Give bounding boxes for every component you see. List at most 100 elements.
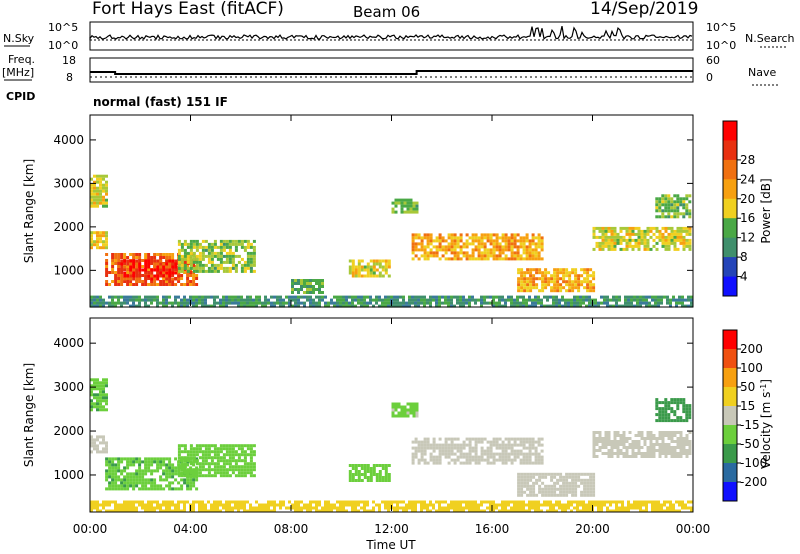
- heatmap-cell: [201, 248, 205, 252]
- heatmap-cell: [192, 506, 195, 510]
- heatmap-cell: [177, 248, 181, 252]
- heatmap-cell: [189, 471, 193, 475]
- heatmap-cell: [531, 298, 534, 302]
- heatmap-cell: [420, 503, 423, 507]
- heatmap-cell: [690, 500, 693, 504]
- heatmap-cell: [676, 194, 680, 198]
- heatmap-cell: [459, 295, 462, 299]
- heatmap-cell: [643, 229, 647, 233]
- heatmap-cell: [111, 472, 115, 476]
- heatmap-cell: [204, 459, 208, 463]
- heatmap-cell: [228, 295, 231, 299]
- heatmap-cell: [522, 452, 526, 456]
- heatmap-cell: [393, 304, 396, 308]
- heatmap-cell: [363, 500, 366, 504]
- heatmap-cell: [529, 484, 533, 488]
- heatmap-cell: [565, 475, 569, 479]
- heatmap-cell: [510, 461, 514, 465]
- heatmap-cell: [519, 443, 523, 447]
- heatmap-cell: [234, 245, 238, 249]
- heatmap-cell: [522, 461, 526, 465]
- heatmap-cell: [507, 245, 511, 249]
- heatmap-cell: [411, 239, 415, 243]
- heatmap-cell: [667, 215, 671, 219]
- heatmap-cell: [366, 476, 370, 479]
- heatmap-cell: [147, 271, 151, 274]
- heatmap-cell: [489, 301, 492, 305]
- heatmap-cell: [495, 437, 499, 441]
- nave-label: Nave: [748, 66, 776, 79]
- heatmap-cell: [96, 295, 99, 299]
- heatmap-cell: [459, 509, 462, 513]
- heatmap-cell: [574, 286, 578, 290]
- heatmap-cell: [231, 453, 235, 457]
- heatmap-cell: [174, 259, 178, 263]
- heatmap-cell: [114, 277, 118, 280]
- heatmap-cell: [546, 503, 549, 507]
- heatmap-cell: [93, 298, 96, 302]
- heatmap-cell: [483, 500, 486, 504]
- heatmap-cell: [510, 257, 514, 261]
- heatmap-cell: [616, 434, 620, 437]
- heatmap-cell: [96, 304, 99, 308]
- heatmap-cell: [237, 456, 241, 460]
- heatmap-cell: [231, 500, 234, 504]
- heatmap-cell: [261, 503, 264, 507]
- heatmap-cell: [177, 474, 181, 478]
- heatmap-cell: [234, 459, 238, 463]
- heatmap-cell: [679, 200, 683, 204]
- heatmap-cell: [625, 455, 629, 458]
- heatmap-cell: [543, 503, 546, 507]
- heatmap-cell: [246, 304, 249, 308]
- heatmap-cell: [351, 479, 355, 482]
- heatmap-cell: [507, 458, 511, 462]
- heatmap-cell: [462, 245, 466, 249]
- heatmap-cell: [661, 419, 665, 423]
- heatmap-cell: [219, 245, 223, 249]
- heatmap-cell: [690, 298, 693, 302]
- heatmap-cell: [526, 472, 530, 476]
- heatmap-cell: [114, 478, 118, 482]
- heatmap-cell: [565, 274, 569, 278]
- heatmap-cell: [492, 443, 496, 447]
- heatmap-cell: [651, 503, 654, 507]
- heatmap-cell: [651, 500, 654, 504]
- heatmap-cell: [483, 458, 487, 462]
- heatmap-cell: [559, 283, 563, 287]
- heatmap-cell: [102, 435, 105, 439]
- heatmap-cell: [447, 295, 450, 299]
- heatmap-cell: [553, 475, 557, 479]
- heatmap-cell: [93, 186, 96, 190]
- heatmap-cell: [171, 472, 175, 476]
- heatmap-cell: [249, 295, 252, 299]
- heatmap-cell: [501, 458, 505, 462]
- heatmap-cell: [531, 437, 535, 441]
- heatmap-cell: [547, 484, 551, 488]
- heatmap-cell: [372, 509, 375, 513]
- heatmap-cell: [111, 484, 115, 488]
- heatmap-cell: [604, 440, 608, 443]
- heatmap-cell: [114, 262, 118, 265]
- heatmap-cell: [417, 248, 421, 252]
- heatmap-cell: [123, 256, 127, 259]
- heatmap-cell: [664, 434, 668, 437]
- heatmap-cell: [216, 269, 220, 273]
- heatmap-cell: [300, 506, 303, 510]
- heatmap-cell: [189, 462, 193, 466]
- freq-right-tick-bottom: 0: [706, 71, 713, 84]
- heatmap-cell: [366, 304, 369, 308]
- heatmap-cell: [579, 301, 582, 305]
- heatmap-cell: [651, 304, 654, 308]
- heatmap-cell: [342, 298, 345, 302]
- heatmap-cell: [520, 274, 524, 278]
- heatmap-cell: [504, 236, 508, 240]
- heatmap-cell: [564, 301, 567, 305]
- heatmap-cell: [156, 301, 159, 305]
- heatmap-cell: [400, 210, 404, 214]
- heatmap-cell: [658, 232, 662, 236]
- heatmap-cell: [312, 291, 315, 294]
- heatmap-cell: [516, 301, 519, 305]
- heatmap-cell: [138, 503, 141, 507]
- heatmap-cell: [565, 490, 569, 494]
- heatmap-cell: [132, 283, 136, 286]
